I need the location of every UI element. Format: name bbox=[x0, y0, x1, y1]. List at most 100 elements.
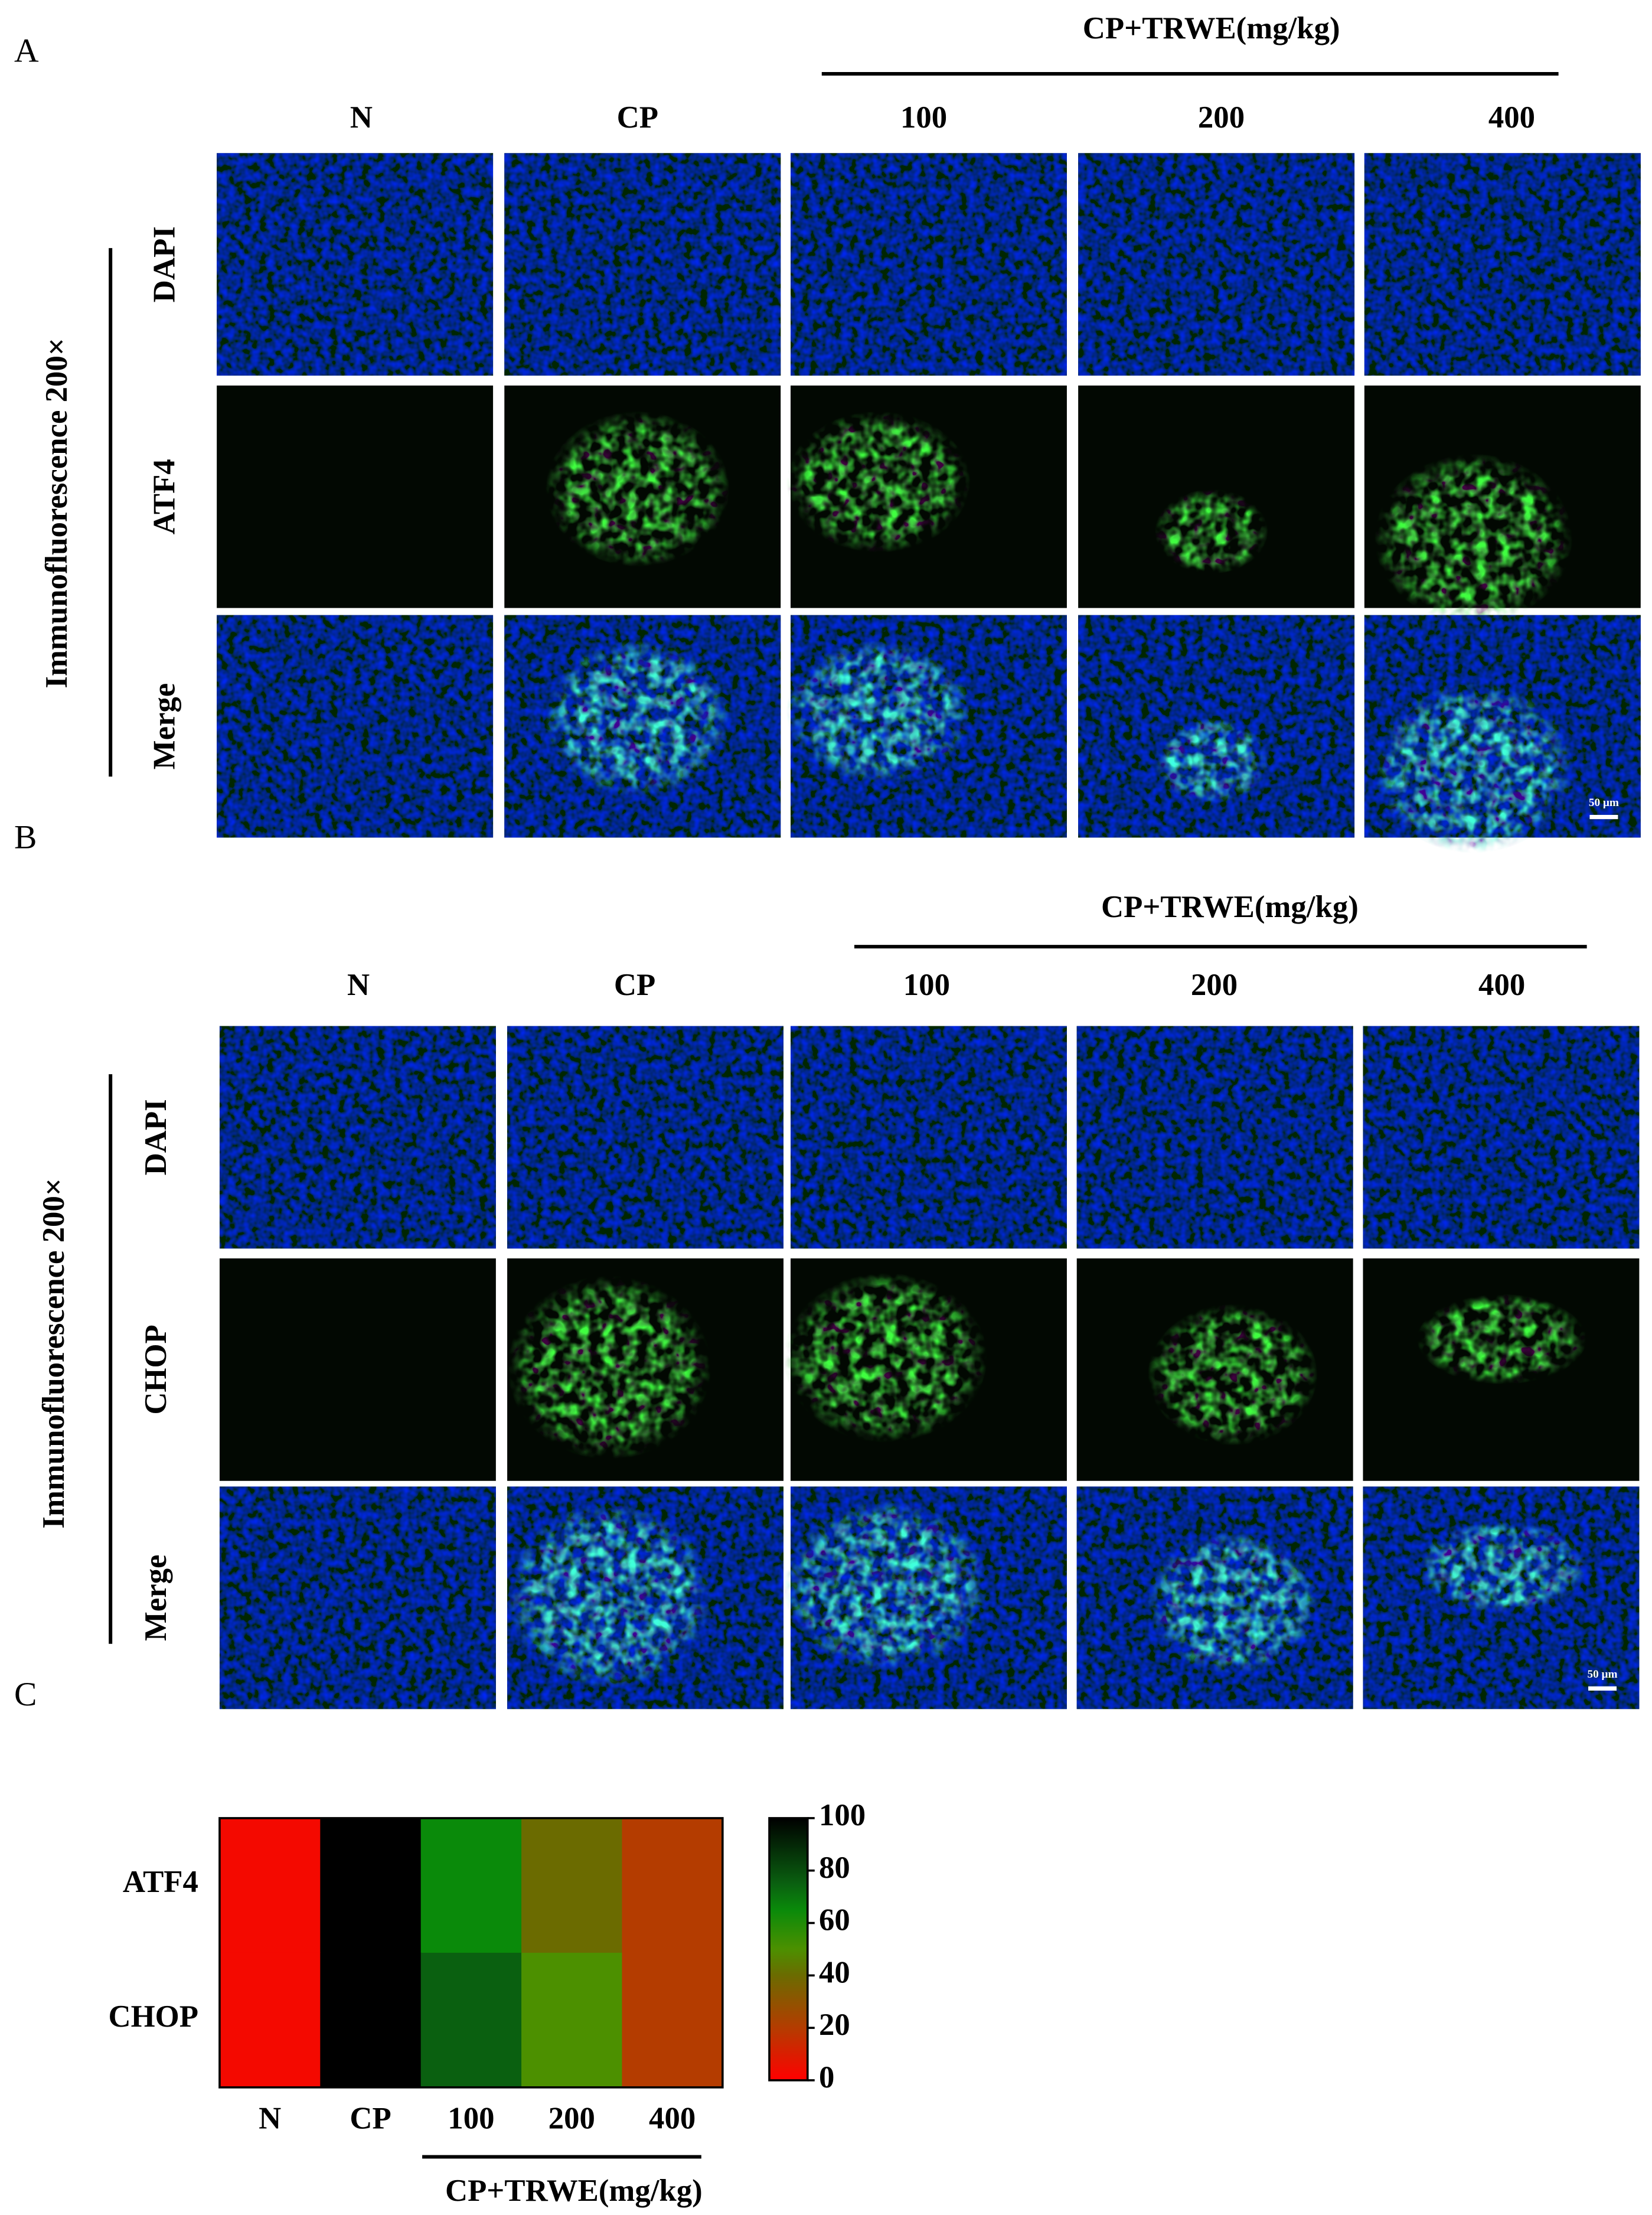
row-label: DAPI bbox=[147, 226, 181, 302]
micrograph bbox=[217, 615, 494, 838]
dapi-signal bbox=[219, 1026, 496, 1249]
dapi-signal bbox=[504, 153, 781, 376]
scale-bar bbox=[1589, 814, 1618, 820]
green-signal bbox=[507, 1275, 711, 1460]
panel-label: B bbox=[14, 818, 37, 856]
micrograph bbox=[1363, 1026, 1640, 1249]
row-label: CHOP bbox=[139, 1325, 173, 1414]
axis-label: Immunofluorescence 200× bbox=[37, 1178, 71, 1529]
micrograph bbox=[1076, 1026, 1353, 1249]
green-signal bbox=[783, 1273, 988, 1443]
micrograph bbox=[791, 153, 1067, 376]
heatmap-cell bbox=[320, 1818, 422, 1954]
dapi-signal bbox=[1078, 153, 1355, 376]
micrograph bbox=[1078, 153, 1355, 376]
micrograph bbox=[1078, 385, 1355, 608]
heatmap-cell bbox=[320, 1952, 422, 2089]
heatmap-frame bbox=[218, 1817, 724, 2089]
green-signal bbox=[1154, 718, 1268, 804]
row-label: DAPI bbox=[139, 1099, 173, 1175]
green-signal bbox=[1147, 1303, 1318, 1446]
heatmap-cell bbox=[420, 1818, 523, 1954]
micrograph bbox=[1076, 1486, 1353, 1710]
column-header: CP bbox=[617, 100, 658, 135]
micrograph bbox=[504, 615, 781, 838]
row-label: Merge bbox=[139, 1555, 173, 1641]
green-signal bbox=[1416, 1522, 1587, 1613]
green-signal bbox=[1147, 1532, 1318, 1674]
scale-bar-label: 50 µm bbox=[1589, 797, 1619, 809]
dapi-signal bbox=[507, 1026, 784, 1249]
green-signal bbox=[783, 1500, 988, 1671]
dapi-signal bbox=[1364, 153, 1641, 376]
dapi-signal bbox=[217, 615, 494, 838]
heatmap-cell bbox=[420, 1952, 523, 2089]
dapi-signal bbox=[791, 1026, 1067, 1249]
row-label: CHOP bbox=[108, 1999, 198, 2034]
micrograph bbox=[783, 1486, 1067, 1710]
green-signal bbox=[1374, 454, 1573, 624]
micrograph bbox=[504, 153, 781, 376]
scale-bar-label: 50 µm bbox=[1587, 1668, 1617, 1681]
colorbar-tick-label: 80 bbox=[819, 1851, 850, 1885]
micrograph bbox=[1364, 615, 1641, 853]
micrograph bbox=[219, 1486, 496, 1710]
micrograph bbox=[1076, 1258, 1353, 1481]
micrograph bbox=[217, 385, 494, 608]
column-header: 200 bbox=[1198, 100, 1245, 135]
micrograph bbox=[219, 1258, 496, 1481]
colorbar-tick-label: 20 bbox=[819, 2008, 850, 2042]
micrograph bbox=[783, 1258, 1067, 1481]
dapi-signal bbox=[1363, 1026, 1640, 1249]
heatmap-cell bbox=[622, 1818, 724, 1954]
micrograph bbox=[1363, 1258, 1640, 1481]
panel-label: C bbox=[14, 1676, 37, 1713]
column-label: CP bbox=[350, 2102, 391, 2136]
colorbar bbox=[768, 1817, 809, 2082]
micrograph bbox=[786, 385, 1067, 608]
column-header: 100 bbox=[903, 968, 950, 1002]
heatmap-cell bbox=[521, 1952, 623, 2089]
axis-label: Immunofluorescence 200× bbox=[40, 338, 74, 689]
micrograph bbox=[219, 1026, 496, 1249]
heatmap-cell bbox=[622, 1952, 724, 2089]
micrograph bbox=[786, 615, 1067, 838]
dapi-signal bbox=[217, 153, 494, 376]
dapi-signal bbox=[1076, 1026, 1353, 1249]
micrograph bbox=[1364, 153, 1641, 376]
micrograph bbox=[507, 1026, 784, 1249]
column-label: 200 bbox=[549, 2102, 595, 2136]
column-label: 400 bbox=[649, 2102, 696, 2136]
column-header: N bbox=[347, 968, 370, 1002]
green-signal bbox=[1154, 489, 1268, 575]
row-label: ATF4 bbox=[147, 459, 181, 534]
column-header: CP bbox=[614, 968, 655, 1002]
dapi-signal bbox=[219, 1486, 496, 1710]
micrograph bbox=[507, 1486, 784, 1710]
group-label: CP+TRWE(mg/kg) bbox=[1083, 11, 1340, 45]
dapi-signal bbox=[791, 153, 1067, 376]
row-label: ATF4 bbox=[123, 1865, 198, 1899]
column-header: N bbox=[350, 100, 373, 135]
micrograph bbox=[1364, 385, 1641, 624]
green-signal bbox=[786, 640, 971, 782]
micrograph bbox=[1363, 1486, 1640, 1710]
column-header: 400 bbox=[1488, 100, 1535, 135]
colorbar-tick-label: 0 bbox=[819, 2060, 834, 2095]
green-signal bbox=[786, 411, 971, 553]
heatmap-cell bbox=[219, 1952, 321, 2089]
column-header: 400 bbox=[1478, 968, 1525, 1002]
column-header: 200 bbox=[1191, 968, 1238, 1002]
colorbar-tick-label: 100 bbox=[819, 1798, 866, 1832]
micrograph bbox=[217, 153, 494, 376]
heatmap-cell bbox=[219, 1818, 321, 1954]
column-label: 100 bbox=[448, 2102, 494, 2136]
group-label: CP+TRWE(mg/kg) bbox=[445, 2174, 703, 2208]
green-signal bbox=[545, 411, 730, 567]
panel-label: A bbox=[14, 32, 39, 70]
green-signal bbox=[1374, 683, 1573, 853]
colorbar-tick-label: 40 bbox=[819, 1955, 850, 1989]
micrograph bbox=[1078, 615, 1355, 838]
colorbar-tick-label: 60 bbox=[819, 1903, 850, 1937]
